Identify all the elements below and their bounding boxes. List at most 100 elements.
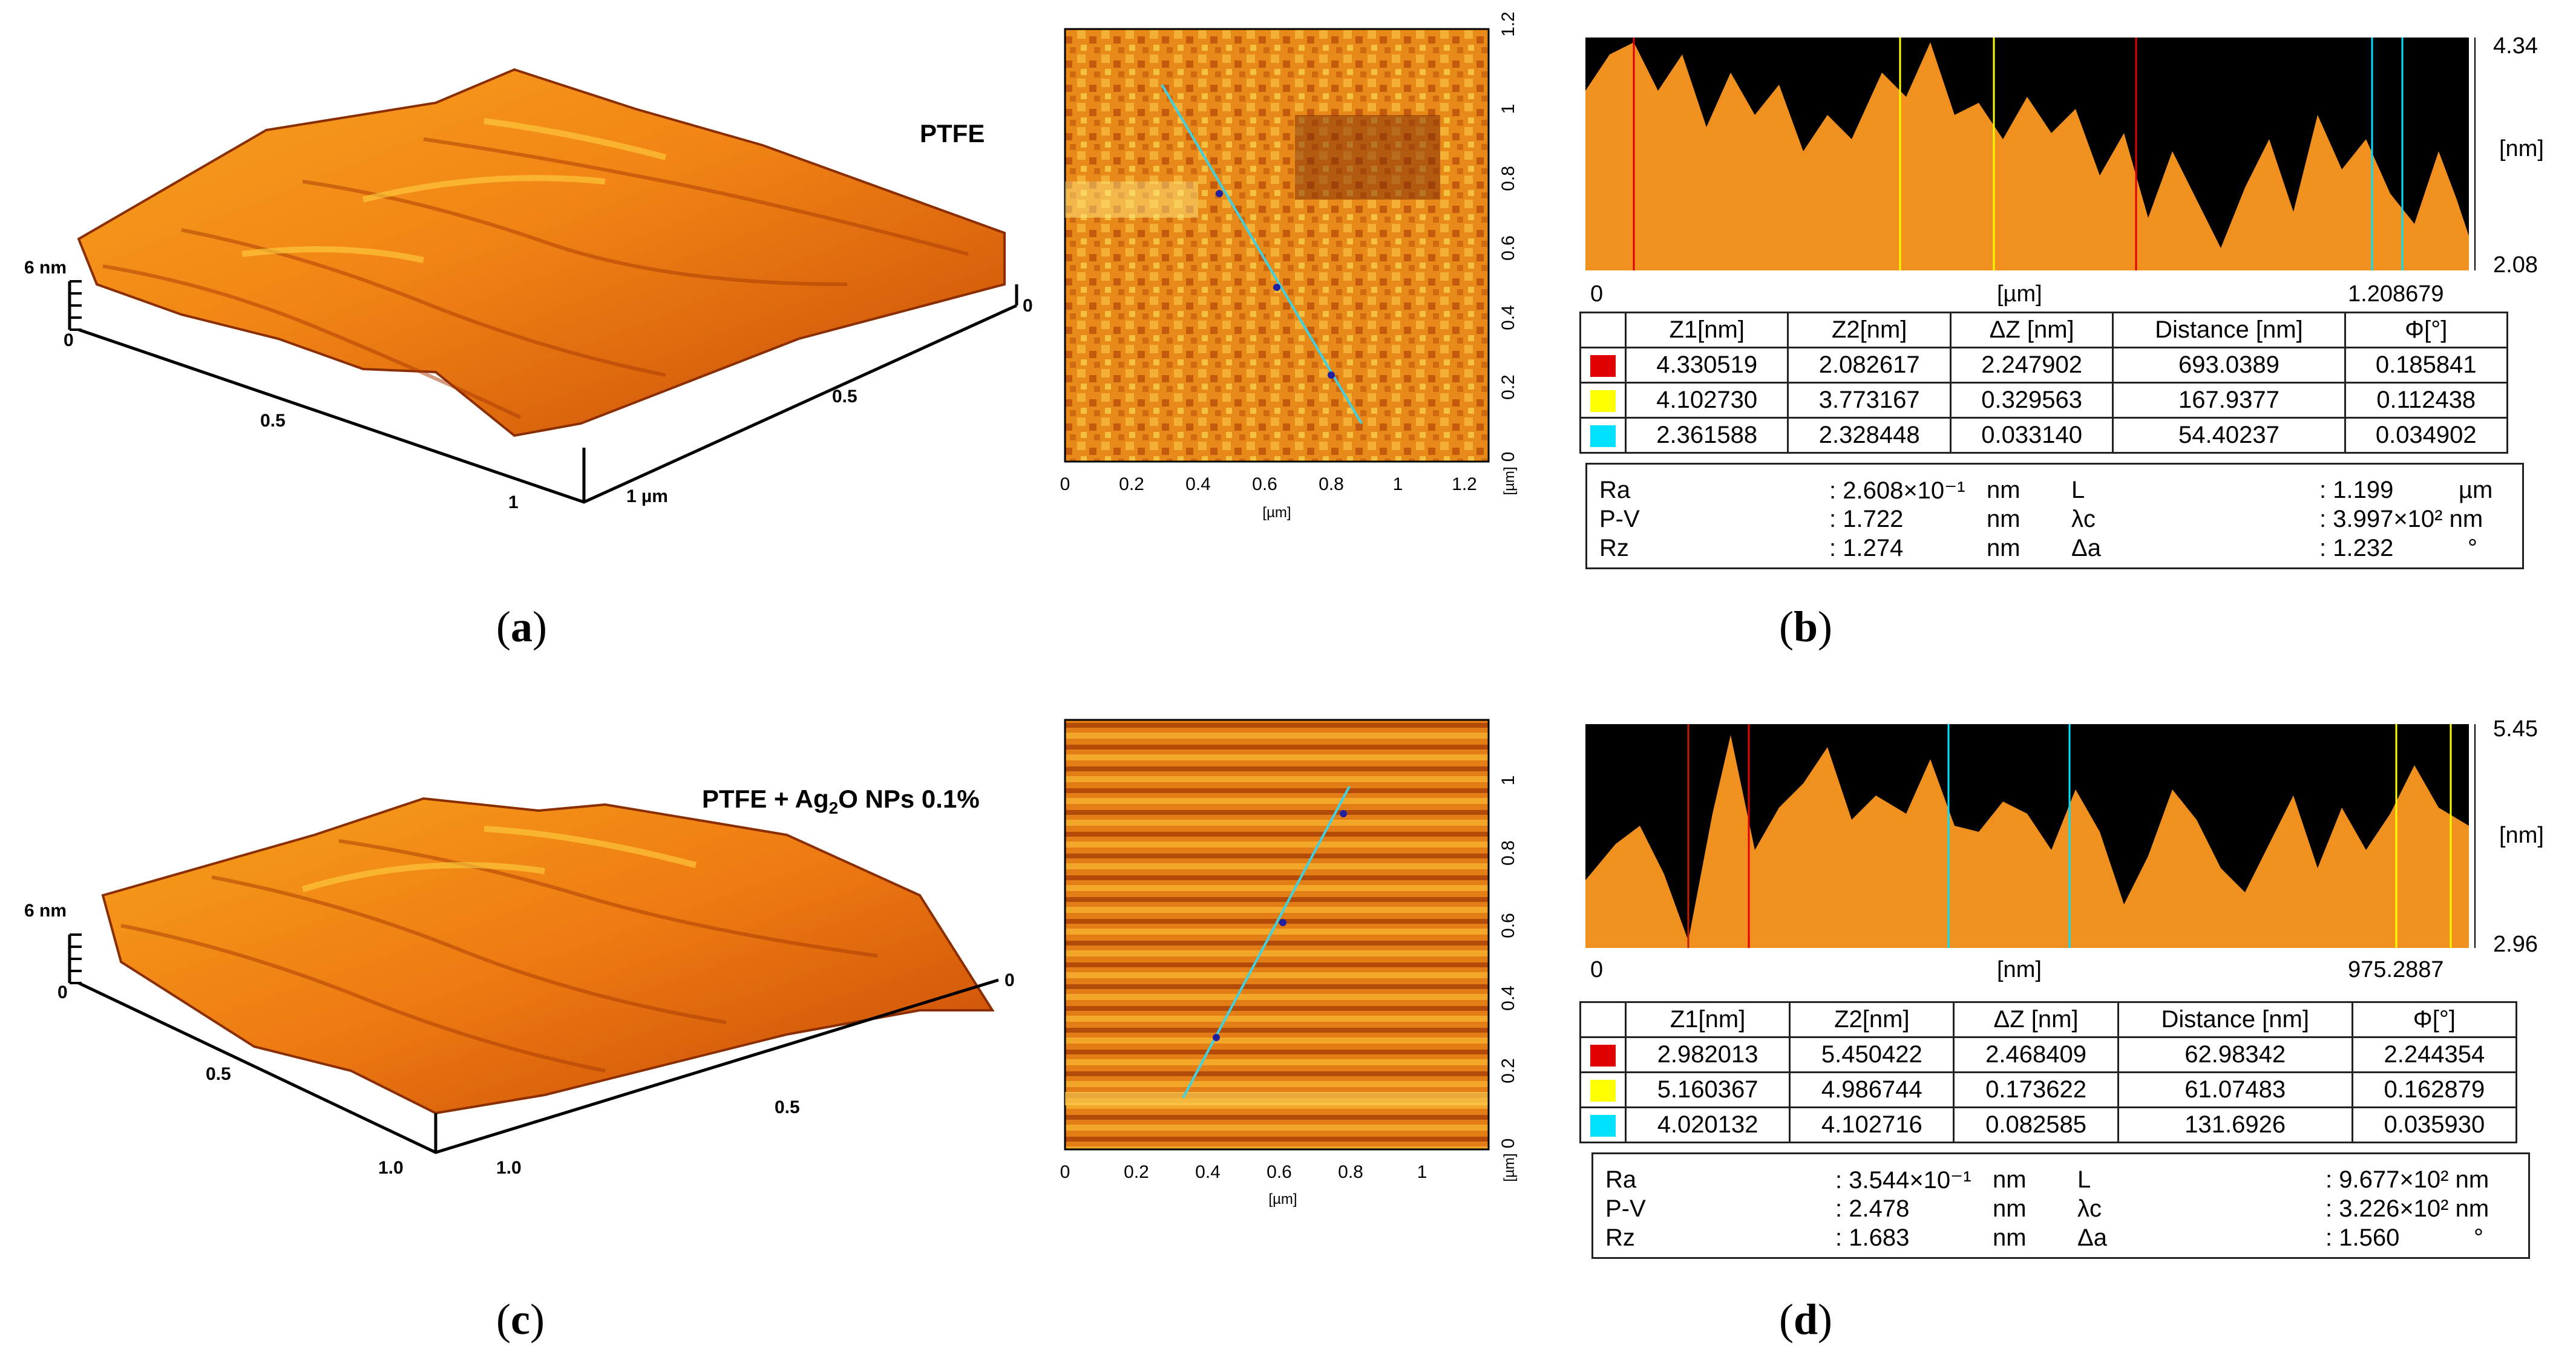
x-end-label: 975.2887 (2348, 957, 2444, 982)
l-label: L (2071, 477, 2085, 503)
yellow-swatch (1590, 1080, 1616, 1102)
ra-unit: nm (1987, 477, 2020, 503)
table-row: 4.102730 3.773167 0.329563 167.9377 0.112438 (1579, 382, 2508, 419)
y-tick: 0 (1498, 452, 1518, 462)
y-unit: [µm] (1501, 466, 1518, 495)
stats-row-rz: Rz : 1.683 nm Δa : 1.560 ° (1593, 1224, 2528, 1255)
marker (1279, 919, 1286, 926)
cyan-swatch (1590, 425, 1616, 448)
x-tick: 0 (1060, 1162, 1070, 1182)
surface-fill (77, 68, 1006, 437)
surface-3d-ptfe-ag2o: 6 nm 0 0.5 1.0 0 0.5 1.0 PTFE + Ag2O NPs… (24, 785, 1015, 1178)
x-tick: 0.6 (1252, 474, 1277, 494)
surface-highlights (241, 118, 667, 263)
table-row: 2.361588 2.328448 0.033140 54.40237 0.034902 (1579, 417, 2508, 454)
header-phi: Φ[°] (2344, 312, 2508, 348)
x-start-label: 0 (1590, 281, 1603, 307)
rz-label: Rz (1599, 535, 1629, 561)
roughness-stats-ptfe-ag2o: Ra : 3.544×10⁻¹ nm L : 9.677×10² nm P-V … (1591, 1152, 2530, 1259)
da-unit: ° (2474, 1224, 2483, 1251)
marker (1340, 810, 1347, 817)
x-tick-1-0: 1.0 (378, 1158, 404, 1178)
x-tick-0-5: 0.5 (206, 1064, 231, 1084)
sample-label: PTFE (920, 119, 985, 148)
header-dz: ΔZ [nm] (1949, 312, 2114, 348)
rz-unit: nm (1993, 1224, 2027, 1251)
da-value: : 1.560 (2325, 1224, 2400, 1251)
da-value: : 1.232 (2319, 535, 2394, 561)
x-tick: 0.2 (1119, 474, 1144, 494)
afm-map-ptfe-ag2o: 0 0.2 0.4 0.6 0.8 1 [µm] 0 0.2 0.4 0.6 0… (1060, 719, 1518, 1207)
da-label: Δa (2071, 535, 2101, 561)
ra-value: : 3.544×10⁻¹ (1835, 1167, 1971, 1194)
map-image (1064, 28, 1490, 463)
x-tick: 0 (1060, 474, 1070, 494)
y-tick-1-0: 1.0 (496, 1158, 522, 1178)
surface-3d-ptfe: 6 nm 0 0.5 1 0 0.5 1 µm PTFE (24, 68, 1033, 512)
header-z2: Z2[nm] (1787, 312, 1952, 348)
yellow-swatch (1590, 390, 1616, 413)
stats-row-pv: P-V : 2.478 nm λc : 3.226×10² nm (1593, 1195, 2528, 1226)
table-header-row: Z1[nm] Z2[nm] ΔZ [nm] Distance [nm] Φ[°] (1579, 312, 2508, 348)
y-tick: 0 (1498, 1139, 1518, 1149)
y-tick-0: 0 (1005, 970, 1015, 990)
x-tick: 0.2 (1124, 1162, 1149, 1182)
marker (1213, 1034, 1220, 1041)
x-tick-1: 1 (508, 492, 519, 512)
profile-line (1161, 83, 1363, 425)
y-tick: 1 (1498, 776, 1518, 786)
z-min-label: 2.96 (2493, 932, 2538, 957)
caption-a: (a) (496, 603, 547, 651)
da-unit: ° (2468, 535, 2477, 561)
x-tick: 0.8 (1338, 1162, 1363, 1182)
table-row: 2.982013 5.450422 2.468409 62.98342 2.244354 (1579, 1036, 2518, 1073)
z-scale-label: 6 nm (24, 258, 67, 278)
x-tick: 0.8 (1319, 474, 1344, 494)
y-tick: 0.4 (1498, 985, 1518, 1011)
table-row: 4.330519 2.082617 2.247902 693.0389 0.185841 (1579, 347, 2508, 384)
header-distance: Distance [nm] (2112, 312, 2346, 348)
rz-label: Rz (1605, 1224, 1635, 1251)
caption-b: (b) (1779, 603, 1833, 651)
x-start-label: 0 (1590, 957, 1603, 982)
x-unit-label: [nm] (1997, 957, 2042, 982)
marker (1328, 371, 1335, 379)
y-tick-1: 1 µm (626, 486, 668, 506)
header-dz: ΔZ [nm] (1953, 1001, 2119, 1038)
z-unit-label: [nm] (2499, 823, 2544, 848)
roughness-stats-ptfe: Ra : 2.608×10⁻¹ nm L : 1.199 µm P-V : 1.… (1585, 463, 2524, 569)
afm-map-ptfe: 0 0.2 0.4 0.6 0.8 1 1.2 [µm] 0 0.2 0.4 0… (1060, 11, 1518, 521)
ra-value: : 2.608×10⁻¹ (1829, 477, 1965, 504)
x-tick: 0.4 (1185, 474, 1211, 494)
measurement-table-ptfe: Z1[nm] Z2[nm] ΔZ [nm] Distance [nm] Φ[°]… (1579, 312, 2508, 454)
surface-texture (102, 137, 969, 419)
pv-unit: nm (1993, 1195, 2027, 1222)
z-min-label: 2.08 (2493, 252, 2538, 278)
y-tick: 0.4 (1498, 305, 1518, 330)
profile-fill (1585, 42, 2469, 270)
x-tick-0-5: 0.5 (260, 411, 286, 431)
z-max-label: 4.34 (2493, 33, 2538, 59)
l-label: L (2077, 1166, 2091, 1193)
ra-label: Ra (1605, 1166, 1637, 1193)
z-scale-label: 6 nm (24, 901, 67, 921)
x-tick: 1.2 (1452, 474, 1477, 494)
rz-value: : 1.683 (1835, 1224, 1910, 1251)
caption-d: (d) (1779, 1295, 1833, 1344)
swatch-header (1579, 1001, 1627, 1038)
sample-label: PTFE + Ag2O NPs 0.1% (702, 785, 980, 817)
pv-value: : 2.478 (1835, 1195, 1910, 1222)
stats-row-pv: P-V : 1.722 nm λc : 3.997×10² nm (1587, 506, 2522, 536)
ra-unit: nm (1993, 1166, 2027, 1193)
lc-value: : 3.997×10² nm (2319, 506, 2483, 532)
z-zero-label: 0 (64, 330, 74, 350)
y-tick: 0.8 (1498, 166, 1518, 191)
l-value: : 9.677×10² nm (2325, 1166, 2489, 1193)
table-row: 5.160367 4.986744 0.173622 61.07483 0.162879 (1579, 1071, 2518, 1108)
header-z2: Z2[nm] (1789, 1001, 1955, 1038)
y-tick: 0.2 (1498, 374, 1518, 400)
measurement-table-ptfe-ag2o: Z1[nm] Z2[nm] ΔZ [nm] Distance [nm] Φ[°]… (1579, 1001, 2518, 1143)
map-image (1064, 719, 1490, 1151)
height-profile-ptfe: 4.34 [nm] 2.08 0 [µm] 1.208679 (1585, 33, 2544, 307)
z-unit-label: [nm] (2499, 136, 2544, 162)
